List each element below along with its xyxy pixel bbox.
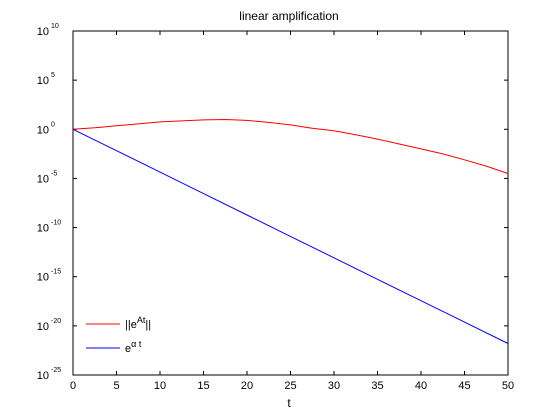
x-tick-label: 10 bbox=[154, 380, 166, 392]
x-tick-label: 30 bbox=[328, 380, 340, 392]
x-tick-label: 35 bbox=[371, 380, 383, 392]
x-tick-label: 20 bbox=[241, 380, 253, 392]
x-tick-label: 45 bbox=[458, 380, 470, 392]
x-tick-label: 15 bbox=[197, 380, 209, 392]
y-tick-label: 10 bbox=[37, 223, 49, 235]
y-tick-exponent: -10 bbox=[51, 220, 61, 227]
x-tick-label: 50 bbox=[502, 380, 514, 392]
y-tick-exponent: -5 bbox=[51, 170, 57, 177]
y-tick-exponent: 10 bbox=[51, 23, 59, 30]
x-tick-label: 25 bbox=[284, 380, 296, 392]
x-tick-label: 0 bbox=[70, 380, 76, 392]
x-axis-ticks: 0 5 10 15 20 25 30 35 40 45 50 bbox=[70, 31, 514, 392]
y-tick-exponent: -25 bbox=[51, 367, 61, 374]
y-tick-label: 10 bbox=[37, 173, 49, 185]
y-tick-label: 10 bbox=[37, 124, 49, 136]
y-tick-exponent: -20 bbox=[51, 318, 61, 325]
legend-entry: ||eAt|| bbox=[125, 315, 151, 331]
series-layer bbox=[72, 118, 509, 344]
series-exp-alpha-t-line bbox=[72, 128, 509, 344]
y-tick-exponent: -15 bbox=[51, 269, 61, 276]
x-tick-label: 5 bbox=[113, 380, 119, 392]
plot-area bbox=[72, 30, 509, 376]
y-tick-label: 10 bbox=[37, 26, 49, 38]
y-tick-label: 10 bbox=[37, 272, 49, 284]
x-tick-label: 40 bbox=[415, 380, 427, 392]
chart-title: linear amplification bbox=[239, 9, 338, 23]
y-tick-exponent: 5 bbox=[51, 72, 55, 79]
y-tick-label: 10 bbox=[37, 321, 49, 333]
y-tick-label: 10 bbox=[37, 75, 49, 87]
y-tick-exponent: 0 bbox=[51, 121, 55, 128]
legend: ||eAt|| eα t bbox=[86, 315, 151, 355]
series-norm-eAt-line bbox=[72, 118, 509, 174]
legend-entry: eα t bbox=[125, 339, 142, 355]
x-axis-label: t bbox=[287, 396, 291, 410]
y-tick-label: 10 bbox=[37, 370, 49, 382]
